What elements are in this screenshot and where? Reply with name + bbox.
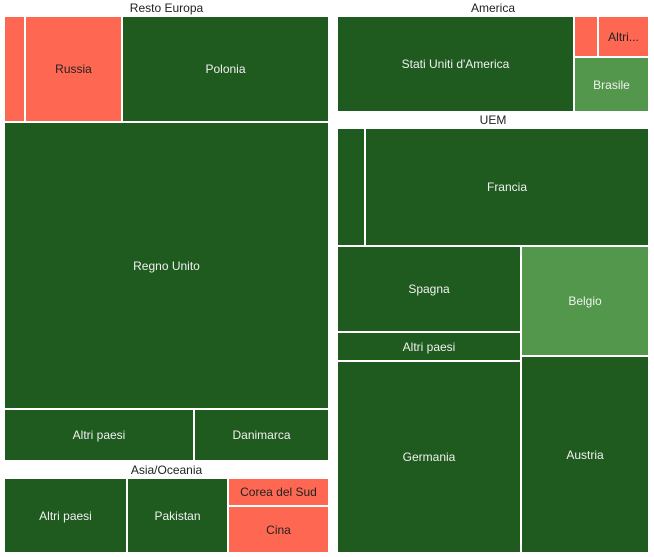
treemap-cell-label: Altri paesi [39,508,92,523]
treemap-cell-label: Spagna [408,282,450,296]
treemap-cell-label: Belgio [568,294,602,308]
treemap-cell-asia-oceania-3[interactable]: Cina [228,506,329,553]
treemap-cell-label: Danimarca [232,428,291,442]
treemap-cell-resto-europa-3[interactable]: Regno Unito [4,122,329,409]
treemap-cell-resto-europa-4[interactable]: Altri paesi [4,409,194,461]
treemap-cell-label: Russia [55,62,92,76]
treemap-cell-label: Altri... [608,29,639,44]
treemap-cell-uem-0[interactable] [337,128,365,246]
treemap-cell-america-1[interactable] [574,16,598,57]
treemap-cell-america-3[interactable]: Brasile [574,57,649,112]
treemap-cell-uem-6[interactable]: Austria [521,356,649,553]
treemap-cell-uem-5[interactable]: Germania [337,361,521,553]
group-title-uem: UEM [479,113,507,127]
treemap-cell-resto-europa-5[interactable]: Danimarca [194,409,329,461]
treemap-cell-asia-oceania-0[interactable]: Altri paesi [4,478,127,553]
treemap-cell-label: Pakistan [154,508,201,523]
group-title-america: America [470,1,515,15]
treemap-cell-uem-1[interactable]: Francia [365,128,649,246]
treemap-cell-label: Altri paesi [72,428,126,442]
treemap-cell-label: Stati Uniti d'America [401,57,510,71]
treemap-cell-label: Regno Unito [133,258,200,273]
treemap-cell-uem-4[interactable]: Altri paesi [337,332,521,361]
treemap-cell-asia-oceania-1[interactable]: Pakistan [127,478,228,553]
treemap-cell-label: Francia [486,180,527,194]
treemap-cell-resto-europa-2[interactable]: Polonia [122,16,329,122]
treemap-cell-america-0[interactable]: Stati Uniti d'America [337,16,574,112]
treemap-cell-label: Cina [266,522,291,537]
treemap-cell-label: Polonia [205,62,246,76]
group-title-asia-oceania: Asia/Oceania [130,463,203,477]
group-title-resto-europa: Resto Europa [129,1,204,15]
treemap-cell-label: Germania [402,450,456,464]
treemap-cell-america-2[interactable]: Altri... [598,16,649,57]
treemap-cell-label: Brasile [593,77,630,92]
treemap-cell-uem-2[interactable]: Spagna [337,246,521,332]
treemap-cell-asia-oceania-2[interactable]: Corea del Sud [228,478,329,506]
treemap-cell-label: Austria [566,447,604,462]
treemap-cell-resto-europa-0[interactable] [4,16,25,122]
treemap-cell-label: Corea del Sud [240,485,317,499]
treemap-cell-uem-3[interactable]: Belgio [521,246,649,356]
treemap-cell-resto-europa-1[interactable]: Russia [25,16,122,122]
treemap-cell-label: Altri paesi [402,339,456,354]
